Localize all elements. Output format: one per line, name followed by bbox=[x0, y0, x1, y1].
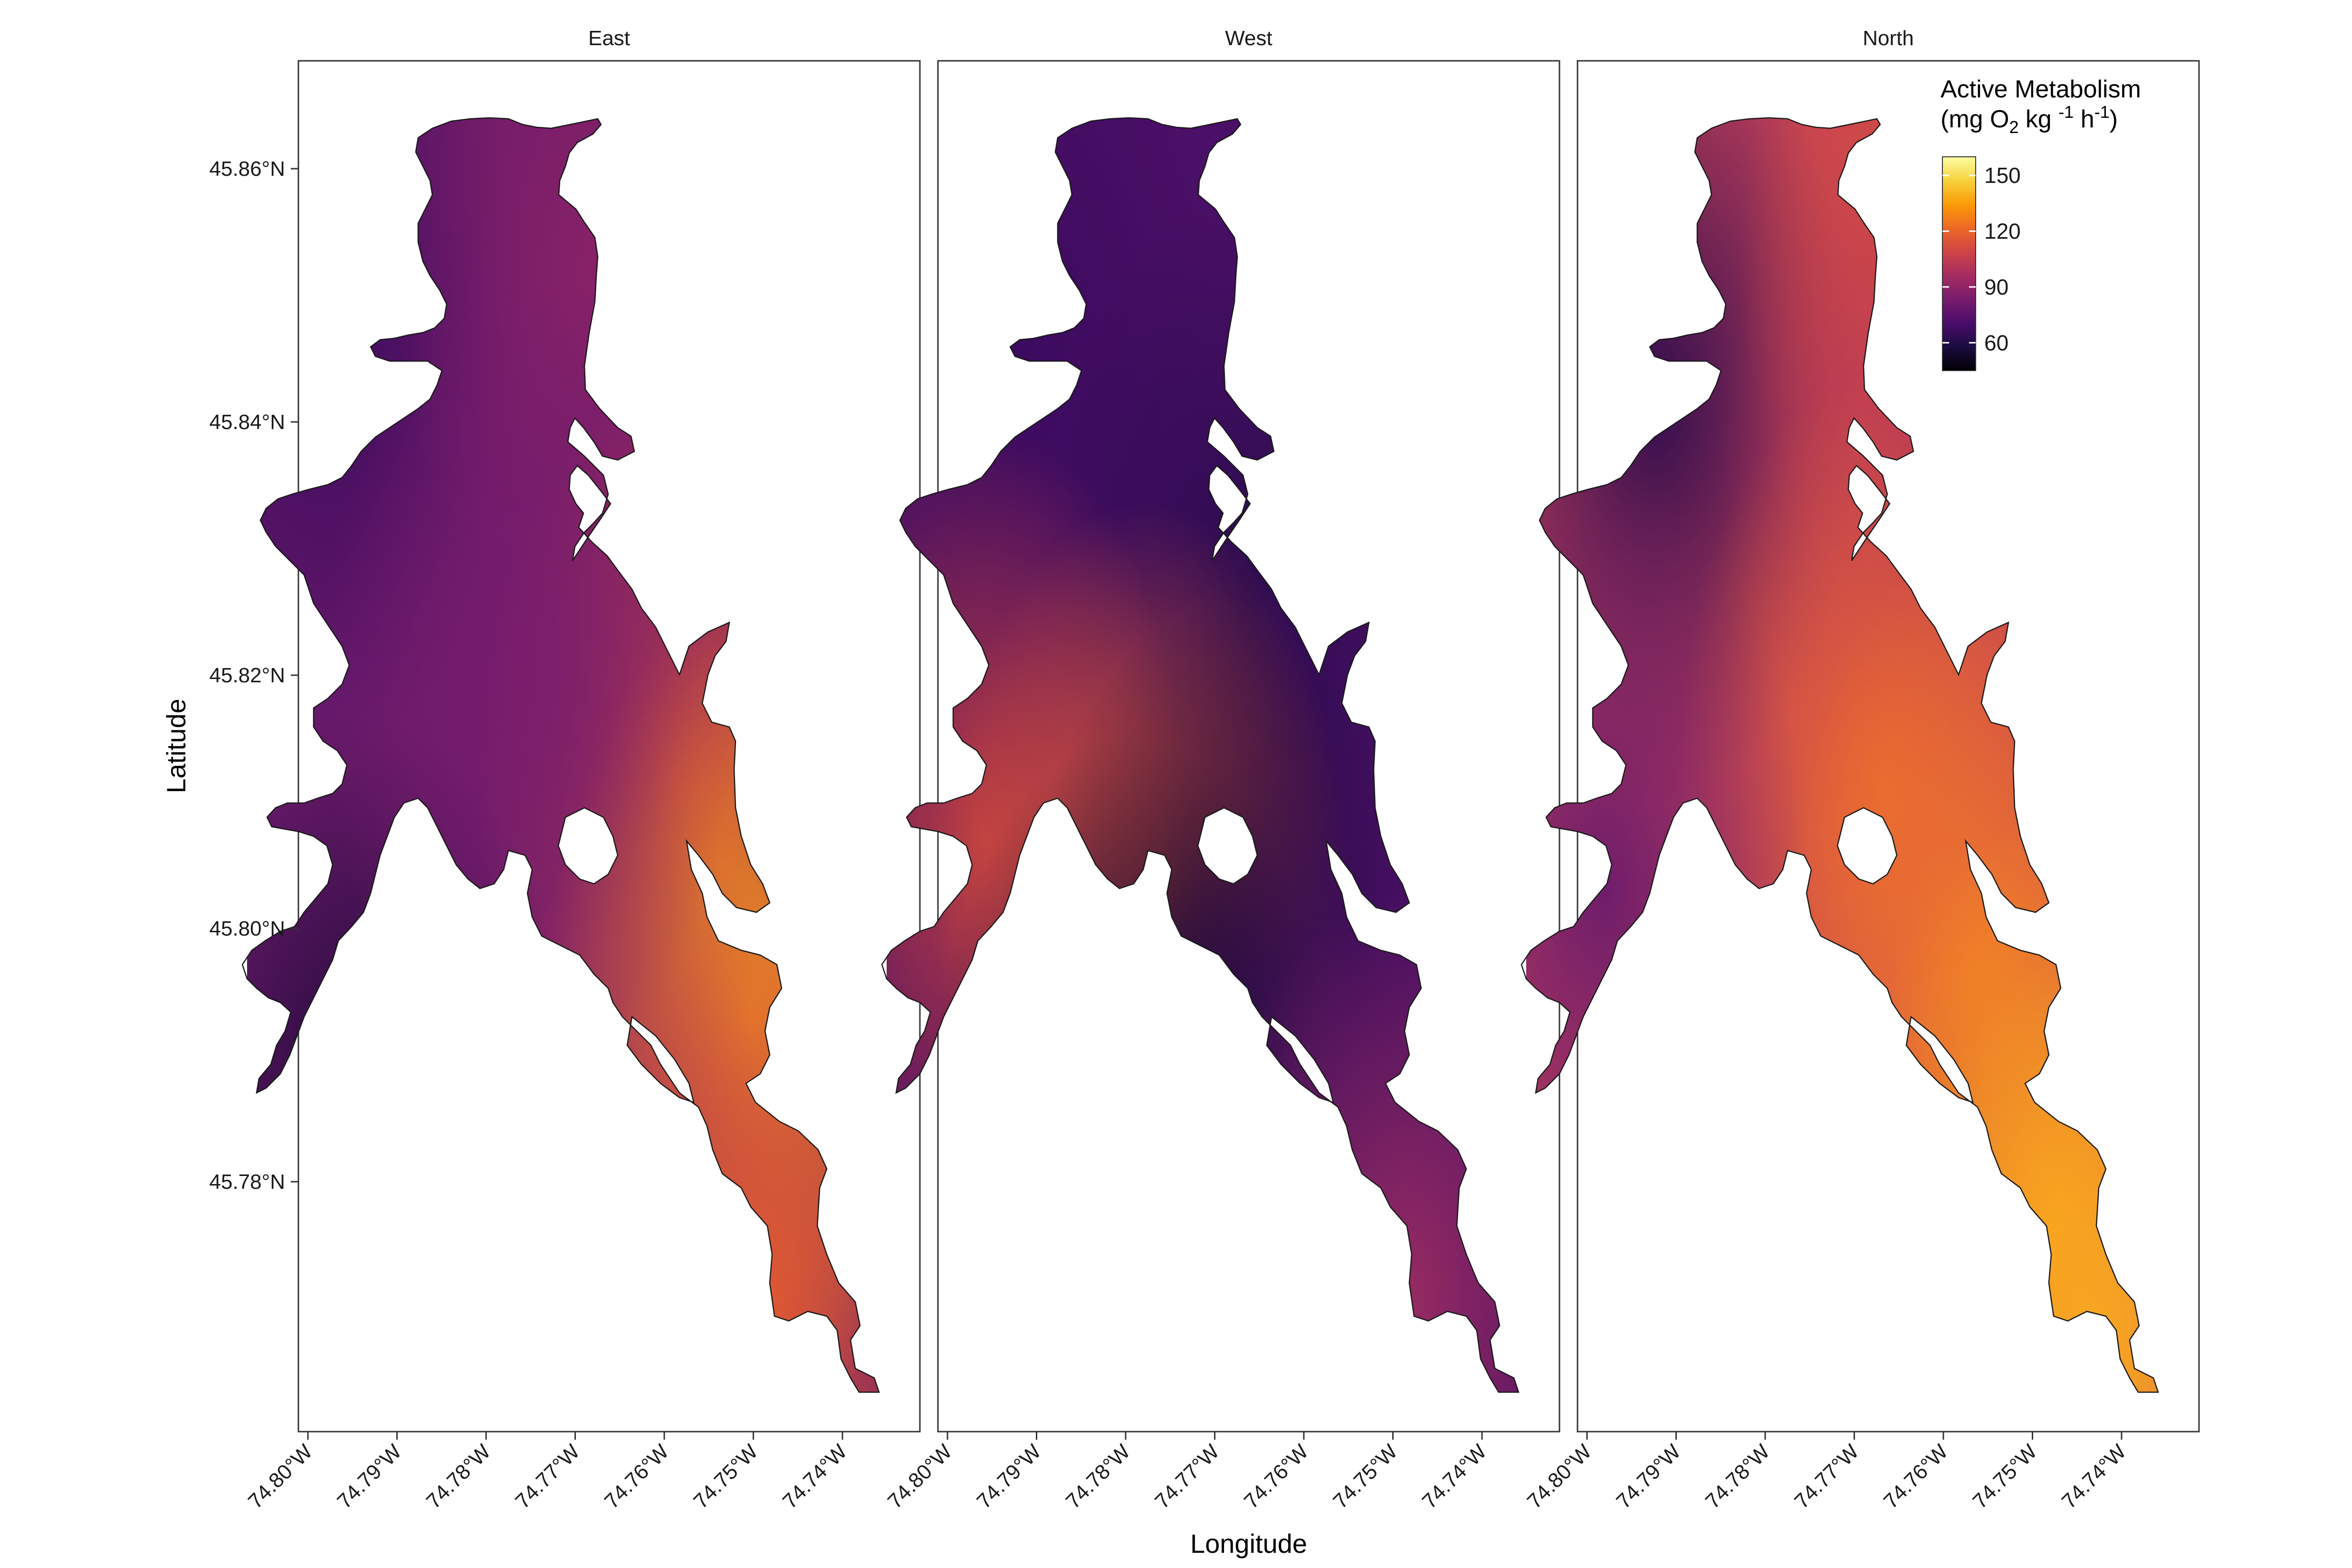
panel-title-east: East bbox=[588, 27, 630, 50]
x-tick-label: 74.74°W bbox=[2057, 1440, 2131, 1513]
x-tick-label: 74.79°W bbox=[972, 1440, 1046, 1513]
legend: Active Metabolism (mg O2 kg -1 h-1) 1501… bbox=[1941, 76, 2141, 371]
legend-title-part-a: (mg O bbox=[1941, 105, 2009, 133]
x-tick-label: 74.76°W bbox=[600, 1440, 674, 1513]
legend-title-part-d: ) bbox=[2110, 105, 2118, 133]
lake-outline bbox=[1266, 1015, 1334, 1103]
legend-title-part-c: h bbox=[2074, 105, 2094, 133]
x-axis-title: Longitude bbox=[1190, 1529, 1307, 1558]
x-tick-label: 74.76°W bbox=[1879, 1440, 1953, 1513]
x-tick-label: 74.78°W bbox=[1061, 1440, 1135, 1513]
legend-ticks: 150 120 90 60 bbox=[1942, 163, 2021, 355]
legend-tick-label: 90 bbox=[1984, 275, 2008, 299]
x-tick-label: 74.78°W bbox=[1701, 1440, 1775, 1513]
x-tick-label: 74.75°W bbox=[1329, 1440, 1402, 1513]
x-tick-label: 74.80°W bbox=[1523, 1440, 1597, 1513]
x-tick-label: 74.80°W bbox=[244, 1440, 317, 1513]
panel-east bbox=[241, 60, 921, 1433]
x-tick-label: 74.77°W bbox=[1790, 1440, 1864, 1513]
panel-title-west: West bbox=[1225, 27, 1272, 50]
y-axis-title: Latitude bbox=[161, 698, 191, 793]
lake-outline bbox=[241, 117, 880, 1393]
lake-outline bbox=[557, 807, 619, 885]
y-tick-label: 45.82°N bbox=[210, 664, 285, 687]
lake-outline bbox=[1197, 807, 1258, 885]
x-tick-label: 74.75°W bbox=[1968, 1440, 2042, 1513]
legend-title-sup2: -1 bbox=[2094, 102, 2110, 122]
x-tick-label: 74.77°W bbox=[511, 1440, 584, 1513]
panel-title-north: North bbox=[1863, 27, 1914, 50]
x-axis: 74.80°W 74.79°W 74.78°W 74.77°W 74.76°W 74.75… bbox=[244, 1432, 2131, 1513]
x-tick-label: 74.74°W bbox=[1418, 1440, 1492, 1513]
y-tick-label: 45.84°N bbox=[210, 411, 285, 434]
x-tick-label: 74.79°W bbox=[1612, 1440, 1685, 1513]
panel-west bbox=[881, 60, 1560, 1433]
y-tick-label: 45.78°N bbox=[210, 1170, 285, 1194]
x-tick-label: 74.75°W bbox=[689, 1440, 763, 1513]
legend-title-line1: Active Metabolism bbox=[1941, 76, 2141, 103]
y-tick-label: 45.80°N bbox=[210, 917, 285, 940]
legend-tick-label: 60 bbox=[1984, 330, 2008, 355]
lake-outline bbox=[626, 1015, 695, 1103]
x-tick-label: 74.80°W bbox=[883, 1440, 957, 1513]
x-tick-label: 74.79°W bbox=[333, 1440, 406, 1513]
x-tick-label: 74.77°W bbox=[1150, 1440, 1224, 1513]
legend-colorbar bbox=[1942, 156, 1976, 371]
y-tick-label: 45.86°N bbox=[210, 157, 285, 181]
lake-outline bbox=[1836, 807, 1898, 885]
legend-tick-label: 150 bbox=[1984, 163, 2021, 188]
panel-north bbox=[1520, 60, 2200, 1433]
legend-title-sup1: -1 bbox=[2058, 102, 2074, 122]
lake-outline bbox=[1905, 1015, 1974, 1103]
y-axis: 45.86°N 45.84°N 45.82°N 45.80°N 45.78°N bbox=[210, 157, 298, 1194]
x-tick-label: 74.74°W bbox=[778, 1440, 852, 1513]
legend-title-part-b: kg bbox=[2018, 105, 2058, 133]
legend-title-sub: 2 bbox=[2009, 117, 2018, 137]
x-tick-label: 74.78°W bbox=[422, 1440, 496, 1513]
legend-tick-label: 120 bbox=[1984, 219, 2021, 244]
x-tick-label: 74.76°W bbox=[1240, 1440, 1313, 1513]
lake-outline bbox=[881, 117, 1520, 1393]
lake-outline bbox=[1520, 117, 2159, 1393]
legend-title-line2: (mg O2 kg -1 h-1) bbox=[1941, 102, 2118, 137]
